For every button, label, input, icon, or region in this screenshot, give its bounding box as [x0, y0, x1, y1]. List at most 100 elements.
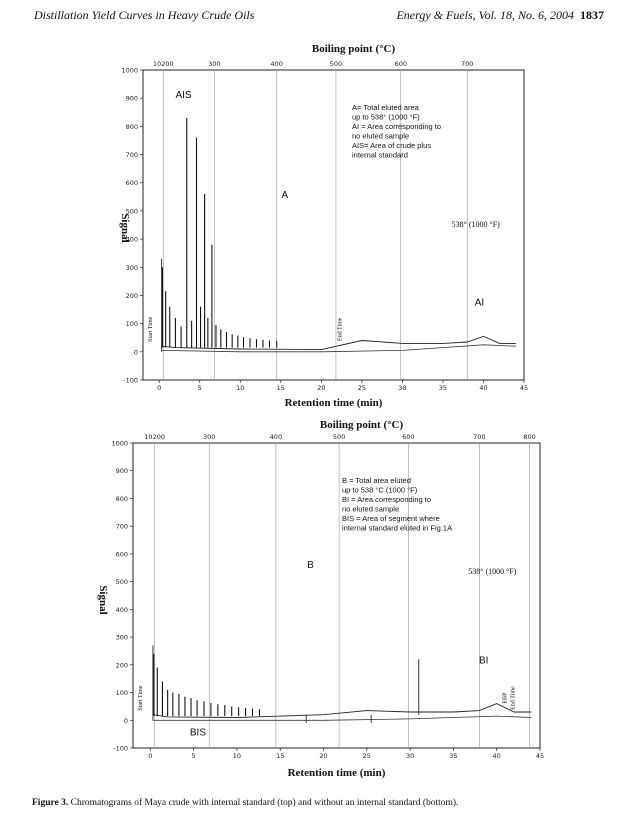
x-tick-label: 20 [317, 384, 325, 392]
x-tick-label: 15 [276, 752, 284, 760]
region-label: AI [475, 297, 484, 308]
legend-text-line: no eluted sample [342, 505, 399, 514]
x-tick-label: 30 [406, 752, 414, 760]
x-tick-label: 10 [236, 384, 244, 392]
boiling-point-tick-label: 600 [402, 433, 414, 441]
page-number: 1837 [580, 8, 604, 22]
cutoff-temperature-label: 538° (1000 °F) [452, 220, 501, 229]
legend-text-line: B = Total area eluted [342, 476, 411, 485]
y-tick-label: -100 [113, 745, 128, 753]
figure-label: Figure 3. [32, 798, 69, 808]
y-tick-label: 100 [126, 320, 138, 328]
boiling-point-tick-label: 10200 [144, 433, 165, 441]
x-tick-label: 35 [449, 752, 457, 760]
y-tick-label: 200 [126, 292, 138, 300]
y-tick-label: 0 [124, 717, 128, 725]
y-tick-label: 300 [116, 634, 128, 642]
signal-baseline-line [152, 703, 532, 718]
y-tick-label: 700 [116, 523, 128, 531]
x-axis-title: Retention time (min) [285, 397, 383, 409]
x-tick-label: 25 [358, 384, 366, 392]
vertical-annotation: End Time [510, 686, 516, 710]
vertical-annotation: EBP [502, 692, 508, 704]
y-tick-label: -100 [123, 377, 138, 385]
x-tick-label: 45 [520, 384, 528, 392]
y-axis-title: Signal [119, 213, 131, 242]
legend-text-line: BIS = Area of segment where [342, 514, 440, 523]
x-tick-label: 25 [363, 752, 371, 760]
legend-text-line: AI = Area corresponding to [352, 122, 441, 131]
legend-text-line: A= Total eluted area [352, 103, 420, 112]
x-tick-label: 35 [439, 384, 447, 392]
y-tick-label: 900 [126, 95, 138, 103]
boiling-point-tick-label: 700 [473, 433, 485, 441]
boiling-point-tick-label: 300 [208, 60, 220, 68]
boiling-point-tick-label: 500 [330, 60, 342, 68]
region-label: BI [479, 655, 488, 666]
lower-trace-line [161, 344, 516, 353]
y-tick-label: 500 [126, 207, 138, 215]
y-tick-label: 800 [116, 495, 128, 503]
legend-text-line: up to 538 °C (1000 °F) [342, 486, 418, 495]
legend-text-line: internal standard eluted in Fig.1A [342, 524, 452, 533]
vertical-annotation: Start Time [138, 685, 144, 711]
boiling-point-tick-label: 10200 [153, 60, 174, 68]
lower-trace-line [152, 715, 532, 721]
x-axis-title: Retention time (min) [288, 767, 386, 779]
boiling-point-tick-label: 600 [395, 60, 407, 68]
signal-baseline-line [161, 335, 516, 351]
figure-caption-text: Chromatograms of Maya crude with interna… [70, 798, 459, 808]
cutoff-temperature-label: 538° (1000 °F) [468, 567, 517, 576]
plot-frame [132, 442, 541, 749]
running-header-journal: Energy & Fuels, Vol. 18, No. 6, 2004 1837 [396, 8, 604, 23]
y-tick-label: 300 [126, 264, 138, 272]
region-label: B [307, 560, 314, 571]
x-tick-label: 0 [157, 384, 161, 392]
x-tick-label: 45 [536, 752, 544, 760]
vertical-annotation: Start Time [148, 316, 154, 342]
boiling-point-axis-title: Boiling point (°C) [312, 43, 396, 55]
x-tick-label: 5 [198, 384, 202, 392]
boiling-point-tick-label: 300 [203, 433, 215, 441]
y-tick-label: 0 [134, 348, 138, 356]
x-tick-label: 40 [479, 384, 487, 392]
vertical-annotation: End Time [338, 317, 344, 341]
boiling-point-tick-label: 400 [271, 60, 283, 68]
journal-citation: Energy & Fuels, Vol. 18, No. 6, 2004 [396, 8, 574, 22]
boiling-point-tick-label: 400 [270, 433, 282, 441]
y-tick-label: 400 [116, 606, 128, 614]
boiling-point-tick-label: 700 [461, 60, 473, 68]
plot-frame [142, 69, 525, 381]
boiling-point-tick-label: 800 [523, 433, 535, 441]
y-tick-label: 600 [126, 179, 138, 187]
y-tick-label: 1000 [111, 440, 128, 448]
y-tick-label: 100 [116, 689, 128, 697]
x-tick-label: 10 [233, 752, 241, 760]
legend-text-line: BI = Area corresponding to [342, 495, 431, 504]
x-tick-label: 5 [192, 752, 196, 760]
y-tick-label: 1000 [121, 67, 138, 75]
region-label: AIS [175, 90, 191, 101]
y-tick-label: 700 [126, 151, 138, 159]
y-axis-title: Signal [97, 585, 109, 614]
legend-text-line: internal standard [352, 151, 408, 160]
region-label: A [282, 190, 289, 201]
x-tick-label: 0 [148, 752, 152, 760]
legend-text-line: no eluted sample [352, 132, 409, 141]
running-header-title: Distillation Yield Curves in Heavy Crude… [34, 8, 255, 22]
y-tick-label: 800 [126, 123, 138, 131]
region-label: BIS [190, 728, 206, 739]
boiling-point-axis-title: Boiling point (°C) [320, 419, 404, 431]
x-tick-label: 20 [319, 752, 327, 760]
legend-text-line: up to 538° (1000 °F) [352, 113, 420, 122]
y-tick-label: 200 [116, 661, 128, 669]
y-tick-label: 500 [116, 578, 128, 586]
boiling-point-tick-label: 500 [333, 433, 345, 441]
x-tick-label: 30 [398, 384, 406, 392]
figure-caption: Figure 3. Chromatograms of Maya crude wi… [32, 798, 458, 808]
y-tick-label: 900 [116, 467, 128, 475]
y-tick-label: 400 [126, 236, 138, 244]
x-tick-label: 15 [277, 384, 285, 392]
y-tick-label: 600 [116, 550, 128, 558]
